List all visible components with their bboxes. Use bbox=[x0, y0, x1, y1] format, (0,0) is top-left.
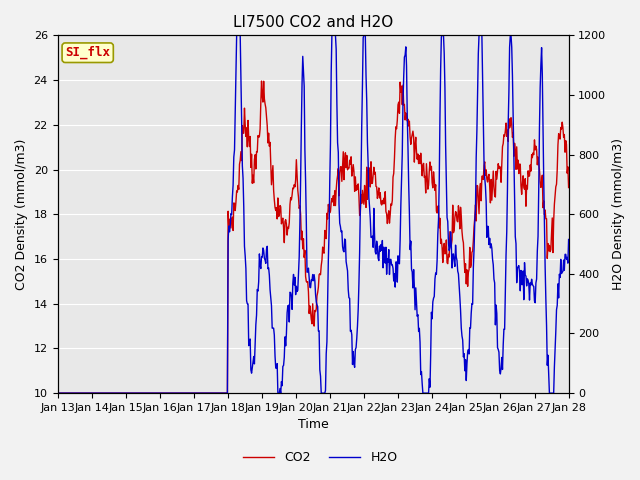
CO2 bbox=[195, 390, 202, 396]
CO2 bbox=[116, 390, 124, 396]
CO2 bbox=[168, 390, 175, 396]
Line: CO2: CO2 bbox=[58, 81, 568, 393]
H2O bbox=[376, 243, 383, 249]
Line: H2O: H2O bbox=[58, 36, 568, 393]
H2O bbox=[233, 33, 241, 38]
H2O bbox=[168, 390, 175, 396]
H2O bbox=[54, 390, 61, 396]
CO2 bbox=[54, 390, 61, 396]
H2O bbox=[116, 390, 124, 396]
Title: LI7500 CO2 and H2O: LI7500 CO2 and H2O bbox=[233, 15, 393, 30]
CO2 bbox=[390, 156, 398, 161]
H2O bbox=[63, 390, 70, 396]
CO2 bbox=[258, 78, 266, 84]
Y-axis label: CO2 Density (mmol/m3): CO2 Density (mmol/m3) bbox=[15, 139, 28, 290]
Text: SI_flx: SI_flx bbox=[65, 46, 110, 60]
X-axis label: Time: Time bbox=[298, 419, 328, 432]
H2O bbox=[564, 237, 572, 242]
H2O bbox=[390, 271, 398, 276]
Y-axis label: H2O Density (mmol/m3): H2O Density (mmol/m3) bbox=[612, 138, 625, 290]
Legend: CO2, H2O: CO2, H2O bbox=[237, 446, 403, 469]
CO2 bbox=[376, 195, 383, 201]
H2O bbox=[195, 390, 202, 396]
CO2 bbox=[63, 390, 70, 396]
CO2 bbox=[564, 185, 572, 191]
